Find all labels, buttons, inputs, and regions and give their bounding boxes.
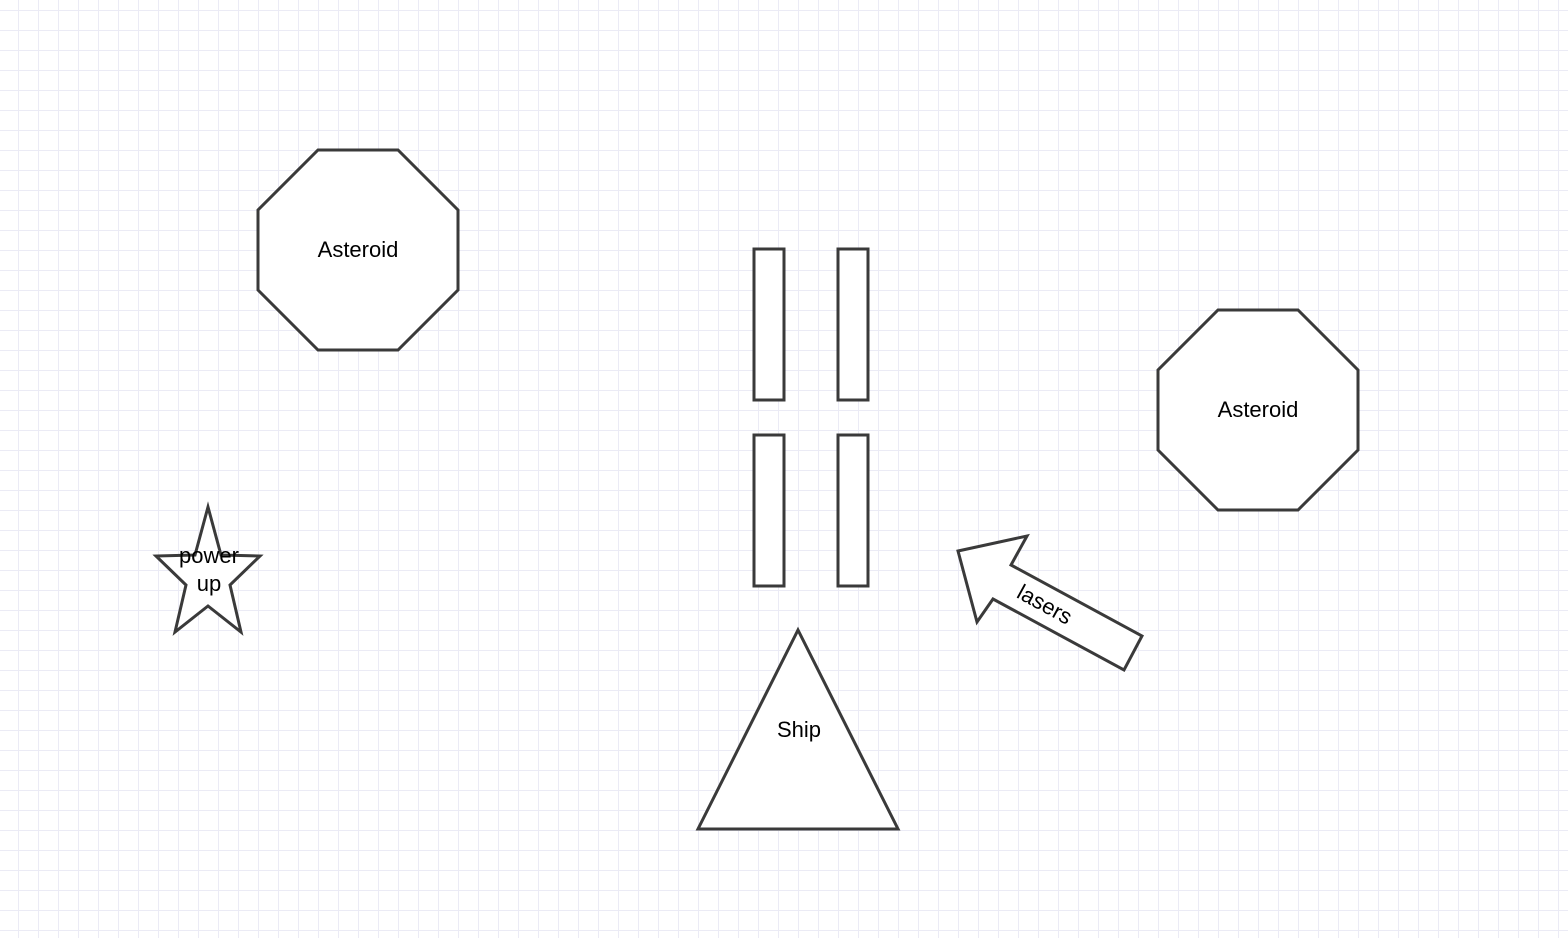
ship-triangle bbox=[695, 626, 901, 831]
asteroid-left-label: Asteroid bbox=[318, 237, 399, 262]
laser-beams bbox=[752, 247, 870, 588]
ship[interactable]: Ship bbox=[695, 626, 901, 831]
laser-beam[interactable] bbox=[752, 247, 786, 402]
lasers-arrow[interactable]: lasers bbox=[956, 533, 1145, 673]
ship-label: Ship bbox=[777, 717, 821, 742]
laser-beam[interactable] bbox=[752, 433, 786, 588]
powerup-label-line2: up bbox=[197, 571, 221, 596]
laser-beam[interactable] bbox=[836, 433, 870, 588]
powerup-star[interactable]: power up bbox=[152, 501, 264, 636]
asteroid-right[interactable]: Asteroid bbox=[1156, 308, 1360, 512]
laser-beam[interactable] bbox=[836, 247, 870, 402]
asteroid-left-octagon bbox=[256, 148, 460, 352]
star-shape bbox=[152, 501, 264, 636]
asteroid-right-label: Asteroid bbox=[1218, 397, 1299, 422]
asteroid-right-octagon bbox=[1156, 308, 1360, 512]
asteroid-left[interactable]: Asteroid bbox=[256, 148, 460, 352]
powerup-label-line1: power bbox=[179, 543, 239, 568]
arrow-shape bbox=[956, 533, 1145, 673]
